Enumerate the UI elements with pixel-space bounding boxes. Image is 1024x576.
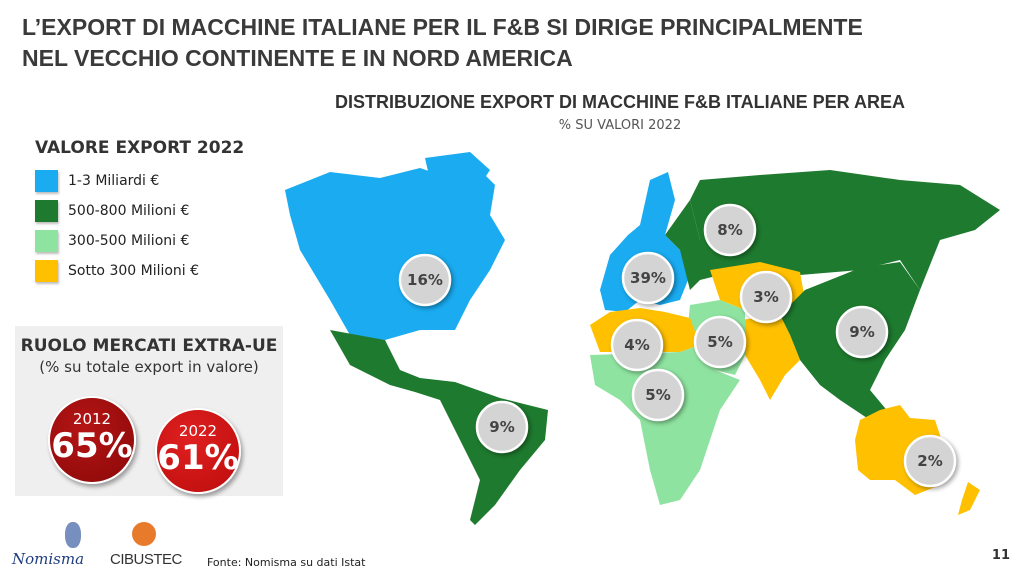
share-label: 9%: [849, 323, 874, 341]
source-note: Fonte: Nomisma su dati Istat: [207, 556, 366, 569]
title-line-1: L’EXPORT DI MACCHINE ITALIANE PER IL F&B…: [22, 14, 863, 40]
legend-item: 300-500 Milioni €: [35, 230, 189, 252]
share-bubble: [621, 251, 675, 305]
share-bubble: [703, 203, 757, 257]
share-bubble: [693, 315, 747, 369]
region-europe-east: [665, 200, 700, 290]
share-label: 5%: [707, 333, 732, 351]
legend-label: Sotto 300 Milioni €: [68, 263, 200, 279]
share-label: 8%: [717, 221, 742, 239]
page-title: L’EXPORT DI MACCHINE ITALIANE PER IL F&B…: [22, 12, 863, 74]
region-new-zealand: [958, 482, 980, 515]
cibustec-wordmark: CIBUSTEC: [110, 551, 182, 568]
legend-swatch: [35, 200, 58, 222]
legend-item: 500-800 Milioni €: [35, 200, 189, 222]
legend-title: VALORE EXPORT 2022: [35, 138, 245, 158]
year-label: 2012: [72, 410, 112, 428]
legend-label: 500-800 Milioni €: [68, 203, 190, 219]
legend-item: 1-3 Miliardi €: [35, 170, 159, 192]
region-north-america: [285, 160, 505, 340]
legend-swatch: [35, 230, 58, 252]
share-label: 5%: [645, 386, 670, 404]
value-label: 65%: [51, 426, 133, 466]
nomisma-logo: Nomisma: [12, 520, 107, 570]
share-bubble: [739, 270, 793, 324]
share-bubble: [398, 253, 452, 307]
share-bubble: [903, 434, 957, 488]
region-russia-cis: [690, 170, 1000, 290]
title-line-2: NEL VECCHIO CONTINENTE E IN NORD AMERICA: [22, 45, 573, 71]
nomisma-emblem: [65, 522, 81, 548]
legend-swatch: [35, 170, 58, 192]
share-label: 4%: [624, 336, 649, 354]
share-bubble: [835, 305, 889, 359]
circle-2022: 2022 61%: [155, 408, 241, 494]
extra-ue-panel: RUOLO MERCATI EXTRA-UE (% su totale expo…: [15, 326, 283, 496]
share-label: 39%: [630, 269, 666, 287]
share-label: 16%: [407, 271, 443, 289]
cibustec-emblem: [132, 522, 156, 546]
map-subtitle: % SU VALORI 2022: [558, 118, 682, 133]
legend-item: Sotto 300 Milioni €: [35, 260, 199, 282]
share-bubble: [610, 318, 664, 372]
share-bubble: [475, 400, 529, 454]
share-label: 9%: [489, 418, 514, 436]
region-greenland: [425, 152, 490, 205]
year-label: 2022: [178, 422, 218, 440]
legend-label: 300-500 Milioni €: [68, 233, 190, 249]
region-latin-america: [330, 330, 548, 525]
cibustec-logo: CIBUSTEC: [110, 522, 185, 572]
legend-swatch: [35, 260, 58, 282]
value-label: 61%: [157, 438, 239, 478]
legend-label: 1-3 Miliardi €: [68, 173, 160, 189]
region-labels: 16% 39% 8% 3% 9% 5% 4% 5% 9% 2%: [398, 203, 957, 488]
page-number: 11: [991, 548, 1010, 563]
map-title: DISTRIBUZIONE EXPORT DI MACCHINE F&B ITA…: [334, 92, 905, 112]
circle-2012: 2012 65%: [48, 396, 136, 484]
region-subsaharan-africa: [590, 345, 740, 505]
nomisma-wordmark: Nomisma: [12, 550, 85, 568]
share-label: 3%: [753, 288, 778, 306]
share-bubble: [631, 368, 685, 422]
region-south-asia: [740, 315, 800, 400]
extra-ue-title: RUOLO MERCATI EXTRA-UE: [20, 336, 278, 356]
share-label: 2%: [917, 452, 942, 470]
extra-ue-subtitle: (% su totale export in valore): [39, 358, 259, 376]
